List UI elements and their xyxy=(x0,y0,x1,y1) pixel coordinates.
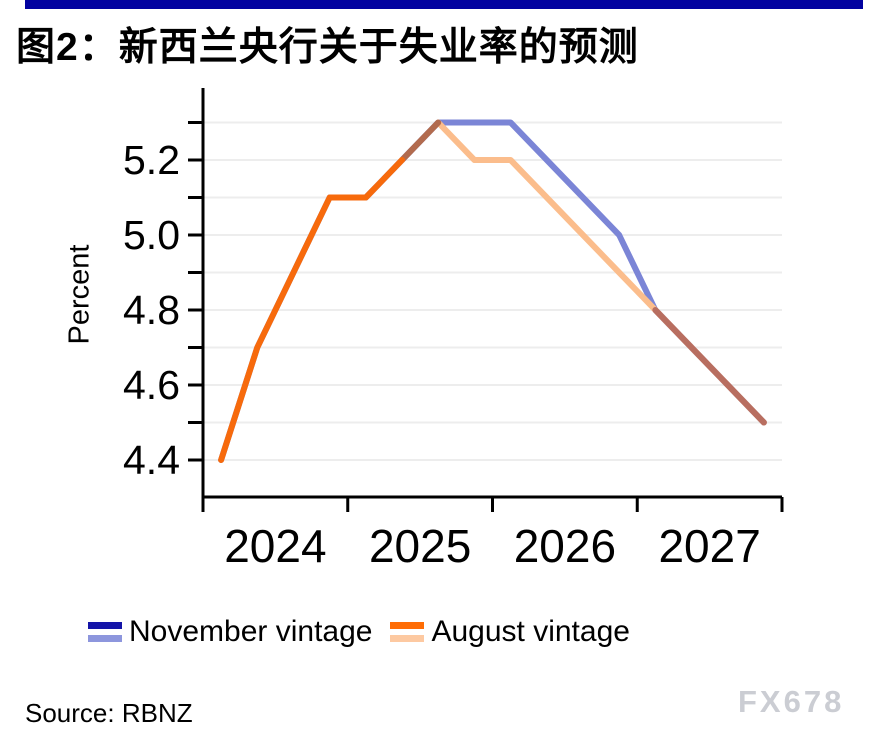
line-chart: Percent 5.2 5.0 4.8 4.6 4.4 2024 2025 2026 2027 xyxy=(64,88,784,572)
figure-title: 图2：新西兰央行关于失业率的预测 xyxy=(16,26,639,69)
y-tick-label: 5.0 xyxy=(123,212,180,258)
legend-label: August vintage xyxy=(431,615,630,648)
y-tick-label: 4.8 xyxy=(123,287,180,333)
fx678-watermark: FX678 xyxy=(738,684,845,719)
y-tick-label: 5.2 xyxy=(123,137,180,183)
x-tick-label: 2026 xyxy=(513,520,617,572)
overlap-segment xyxy=(652,307,767,426)
legend-item-november: November vintage xyxy=(88,615,372,649)
top-accent-bar xyxy=(25,0,863,9)
source-text: Source: RBNZ xyxy=(25,698,193,728)
legend: November vintage August vintage xyxy=(88,615,630,649)
x-tick-label: 2025 xyxy=(368,520,472,572)
x-tick-label: 2027 xyxy=(658,520,761,572)
november-line-swatch xyxy=(88,622,122,642)
series-november-line xyxy=(218,119,767,463)
august-line-swatch xyxy=(390,622,425,642)
y-tick-label: 4.4 xyxy=(123,437,180,483)
overlap-segment xyxy=(399,119,442,163)
y-tick-label: 4.6 xyxy=(123,362,180,408)
actual-data-line xyxy=(218,157,406,463)
legend-label: November vintage xyxy=(129,615,373,648)
chart-svg xyxy=(188,88,784,512)
legend-item-august: August vintage xyxy=(390,615,630,649)
x-tick-label: 2024 xyxy=(224,520,327,572)
